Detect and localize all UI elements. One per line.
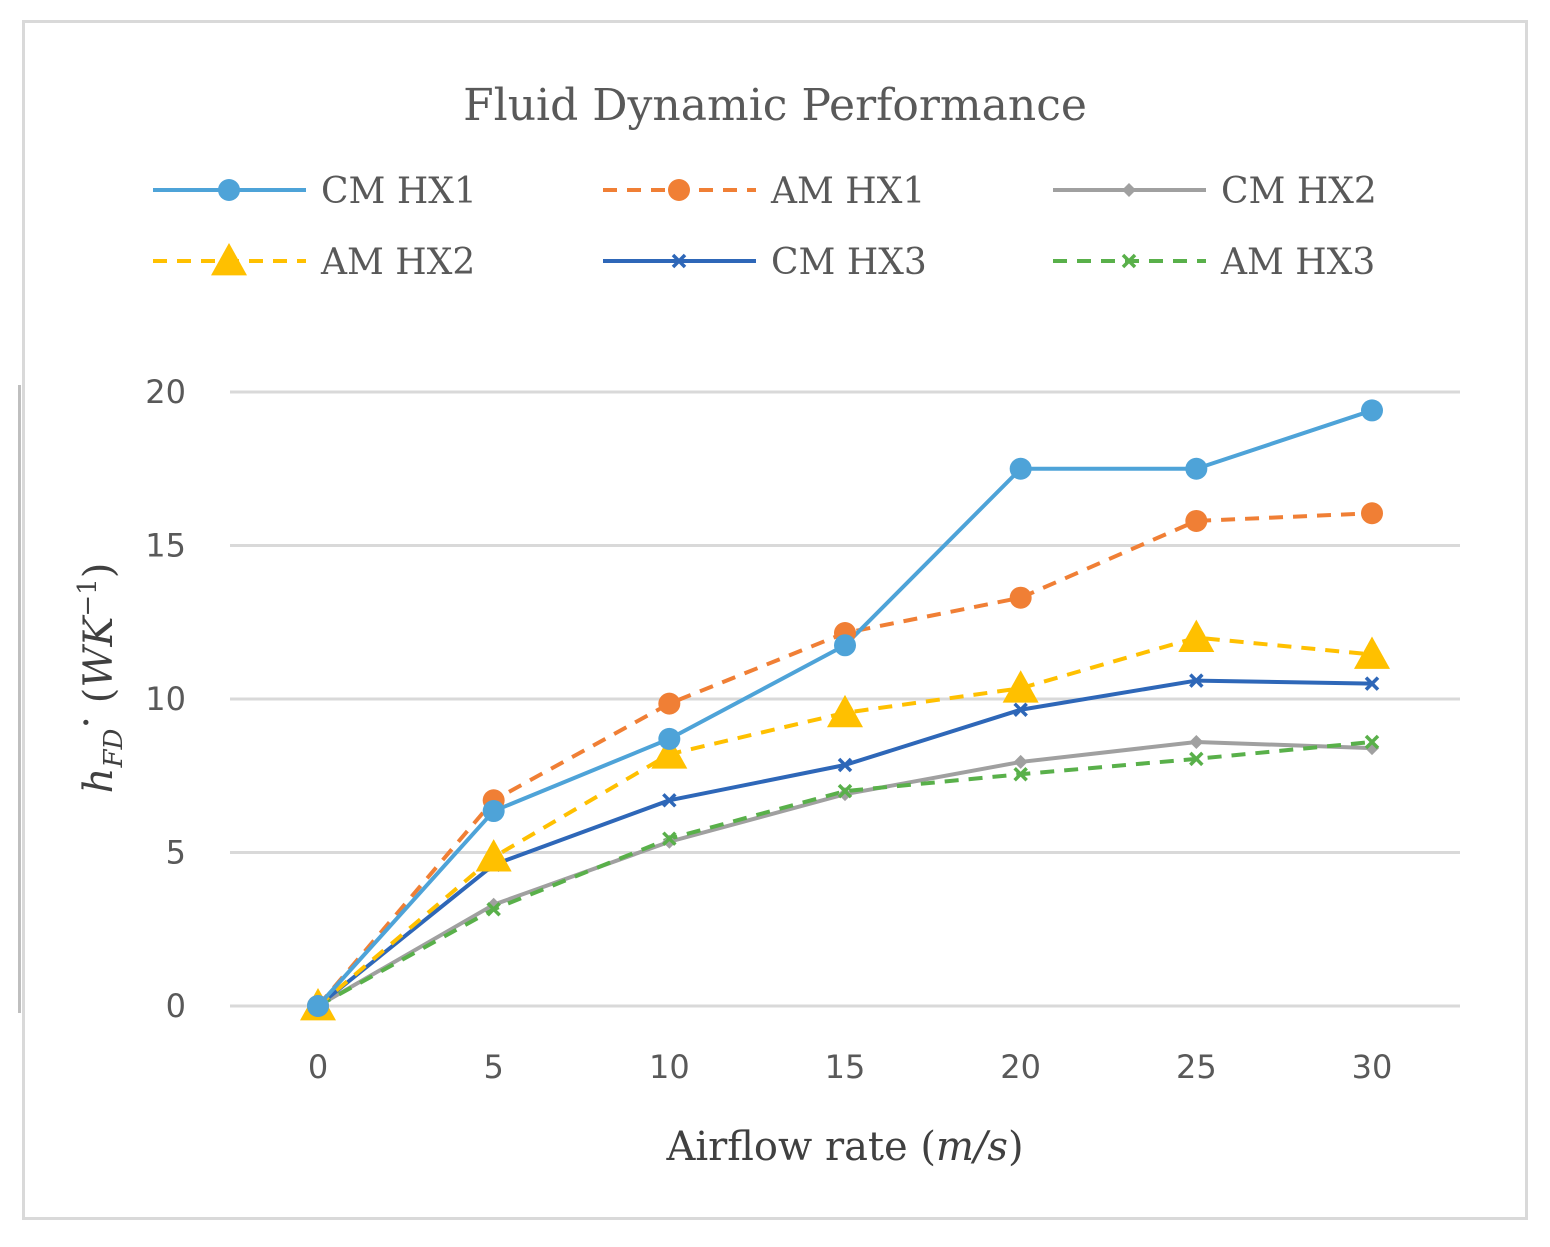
marker-stroke [837,783,853,799]
data-point-am-hx3 [662,831,677,846]
series-line-cm-hx3 [316,678,1373,1008]
data-point-am-hx3 [486,902,501,917]
data-point-cm-hx1 [482,800,505,823]
legend-label: CM HX2 [1221,171,1377,212]
data-point-am-hx2 [651,736,688,769]
data-point-cm-hx2 [1189,734,1204,749]
data-point-cm-hx1 [834,634,856,657]
y-axis-label-sub: FD [99,729,129,769]
data-point-am-hx2 [1354,636,1390,669]
marker-stroke [1013,766,1028,782]
legend-item: AM HX2 [153,242,475,283]
legend-item: CM HX3 [603,242,927,283]
legend-swatch-marker [218,179,240,201]
x-tick-label: 10 [649,1048,690,1086]
data-point-am-hx2 [827,694,863,728]
data-point-cm-hx3 [837,757,853,773]
legend-label: AM HX3 [1220,242,1375,283]
data-point-am-hx3 [837,783,853,799]
marker-stroke [837,757,853,773]
legend-label: AM HX1 [770,171,925,212]
data-point-cm-hx1 [307,995,329,1017]
y-axis-label: hFD· (WK−1) [64,563,129,794]
y-tick-label: 5 [166,834,186,872]
x-tick-label: 5 [483,1048,503,1086]
x-tick-label: 0 [308,1048,328,1086]
y-axis-ticks: 0 5 10 15 20 [145,373,186,1025]
data-point-cm-hx1 [1009,457,1032,480]
data-point-cm-hx3 [662,793,677,808]
x-tick-label: 30 [1352,1048,1393,1086]
chart-frame [22,20,1528,1220]
data-point-am-hx1 [1185,509,1208,532]
x-tick-label: 15 [825,1048,866,1086]
y-tick-label: 15 [145,527,186,565]
legend-swatch-marker [671,253,687,269]
y-axis-label-unit: WK [76,615,122,688]
y-axis-label-close-paren: ) [76,563,122,579]
data-point-am-hx1 [658,692,681,715]
data-point-am-hx1 [1361,502,1383,525]
legend-label: CM HX1 [321,171,477,212]
x-axis-label-open-paren: ( [908,1124,936,1170]
data-point-cm-hx2 [662,834,677,849]
legend-label: AM HX2 [320,242,475,283]
data-point-am-hx2 [1178,619,1215,652]
data-point-am-hx2 [1002,670,1039,703]
data-point-cm-hx3 [1013,702,1028,717]
data-point-am-hx3 [1013,766,1028,782]
y-tick-label: 10 [145,680,186,718]
marker-stroke [1364,676,1380,691]
marker-stroke [1189,751,1204,767]
data-point-cm-hx1 [1185,457,1208,480]
gridlines [230,390,1460,1008]
series-markers [300,399,1390,1021]
data-point-cm-hx1 [658,727,681,750]
legend-swatch-marker [1122,183,1136,197]
marker-stroke [671,253,687,269]
marker-stroke [662,831,677,846]
y-axis-label-main: h [76,768,122,794]
x-axis-label-text: Airflow rate [665,1124,907,1170]
marker-stroke [1364,734,1380,750]
legend-item: AM HX3 [1053,242,1375,283]
data-point-cm-hx1 [1361,399,1383,422]
y-axis-label-open-paren: ( [76,688,122,716]
legend-item: AM HX1 [603,171,925,212]
x-tick-label: 20 [1000,1048,1041,1086]
marker-stroke [1013,702,1028,717]
legend-swatch-marker [211,243,247,276]
data-point-am-hx2 [475,839,512,872]
legend-swatch-marker [1121,253,1137,269]
legend-label: CM HX3 [771,242,927,283]
data-point-am-hx3 [1364,734,1380,750]
data-point-am-hx3 [1189,751,1204,767]
y-axis-label-dot: · [64,716,110,729]
x-axis-label-close-paren: ) [1008,1124,1024,1170]
data-point-cm-hx2 [1013,754,1028,769]
legend-item: CM HX1 [153,171,477,212]
x-axis-label-unit: m/s [936,1124,1008,1170]
y-tick-label: 0 [166,987,186,1025]
x-tick-label: 25 [1176,1048,1217,1086]
marker-stroke [1189,673,1204,688]
x-axis-label: Airflow rate (m/s) [665,1124,1023,1170]
marker-stroke [1121,253,1137,269]
data-point-cm-hx3 [1189,673,1204,688]
y-axis-label-unit-exp: −1 [73,578,103,616]
data-point-am-hx1 [1009,586,1032,609]
marker-stroke [662,793,677,808]
y-tick-label: 20 [145,373,186,411]
left-divider [18,385,21,1013]
data-point-cm-hx2 [838,787,852,802]
series-line-am-hx1 [316,511,1373,1008]
x-axis-ticks: 0 5 10 15 20 25 30 [308,1048,1393,1086]
legend-swatch-marker [668,179,690,201]
legend: CM HX1 AM HX1 CM HX2 AM HX2 CM HX3 AM HX3 [153,171,1377,283]
data-point-cm-hx3 [1364,676,1380,691]
chart-title: Fluid Dynamic Performance [463,80,1087,131]
legend-item: CM HX2 [1053,171,1377,212]
marker-stroke [486,902,501,917]
